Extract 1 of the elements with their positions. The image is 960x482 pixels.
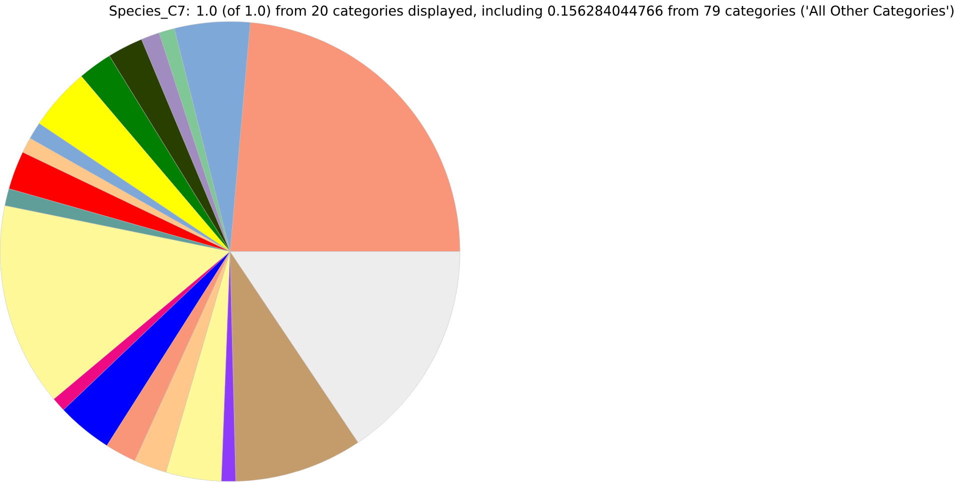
text: Species_C7: 1.0 (of 1.0) from 20 categories displayed, including 0.156284044766 from 79 categories ('All Other Categories') <box>110 6 954 19</box>
